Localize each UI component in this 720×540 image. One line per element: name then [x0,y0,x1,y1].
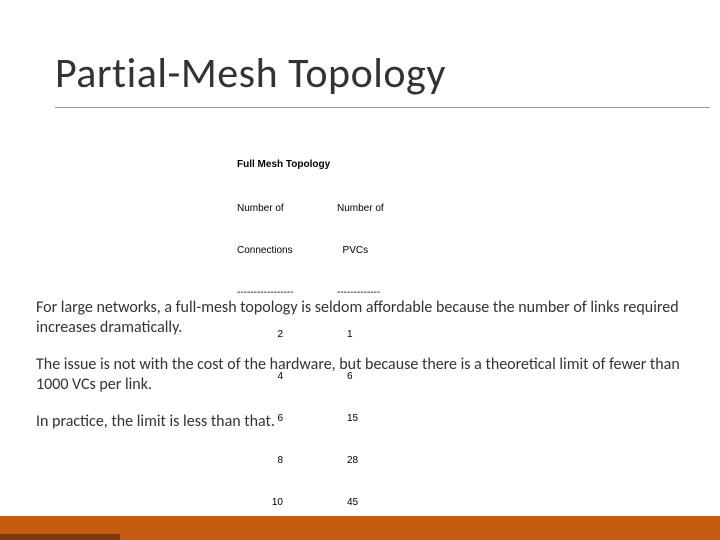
title-underline [55,107,710,108]
slide: Partial-Mesh Topology Full Mesh Topology… [0,0,720,540]
mesh-table: Full Mesh Topology Number of Connections… [237,158,417,538]
paragraph-1: For large networks, a full-mesh topology… [36,298,684,338]
table-cell: 10 [237,496,337,510]
table-cell: 8 [237,454,337,468]
footer-accent [0,534,120,540]
col1-header-line1: Number of [237,202,337,216]
col1-header-line2: Connections [237,244,337,258]
table-cell: 28 [337,454,417,468]
paragraph-2: The issue is not with the cost of the ha… [36,355,684,395]
slide-title: Partial-Mesh Topology [55,48,690,107]
title-block: Partial-Mesh Topology [55,48,690,108]
col2-header-line2: PVCs [337,244,417,258]
table-cell: 45 [337,496,417,510]
paragraph-3: In practice, the limit is less than that… [36,412,684,432]
table-heading: Full Mesh Topology [237,158,417,172]
col2-header-line1: Number of [337,202,417,216]
footer-bar [0,516,720,540]
